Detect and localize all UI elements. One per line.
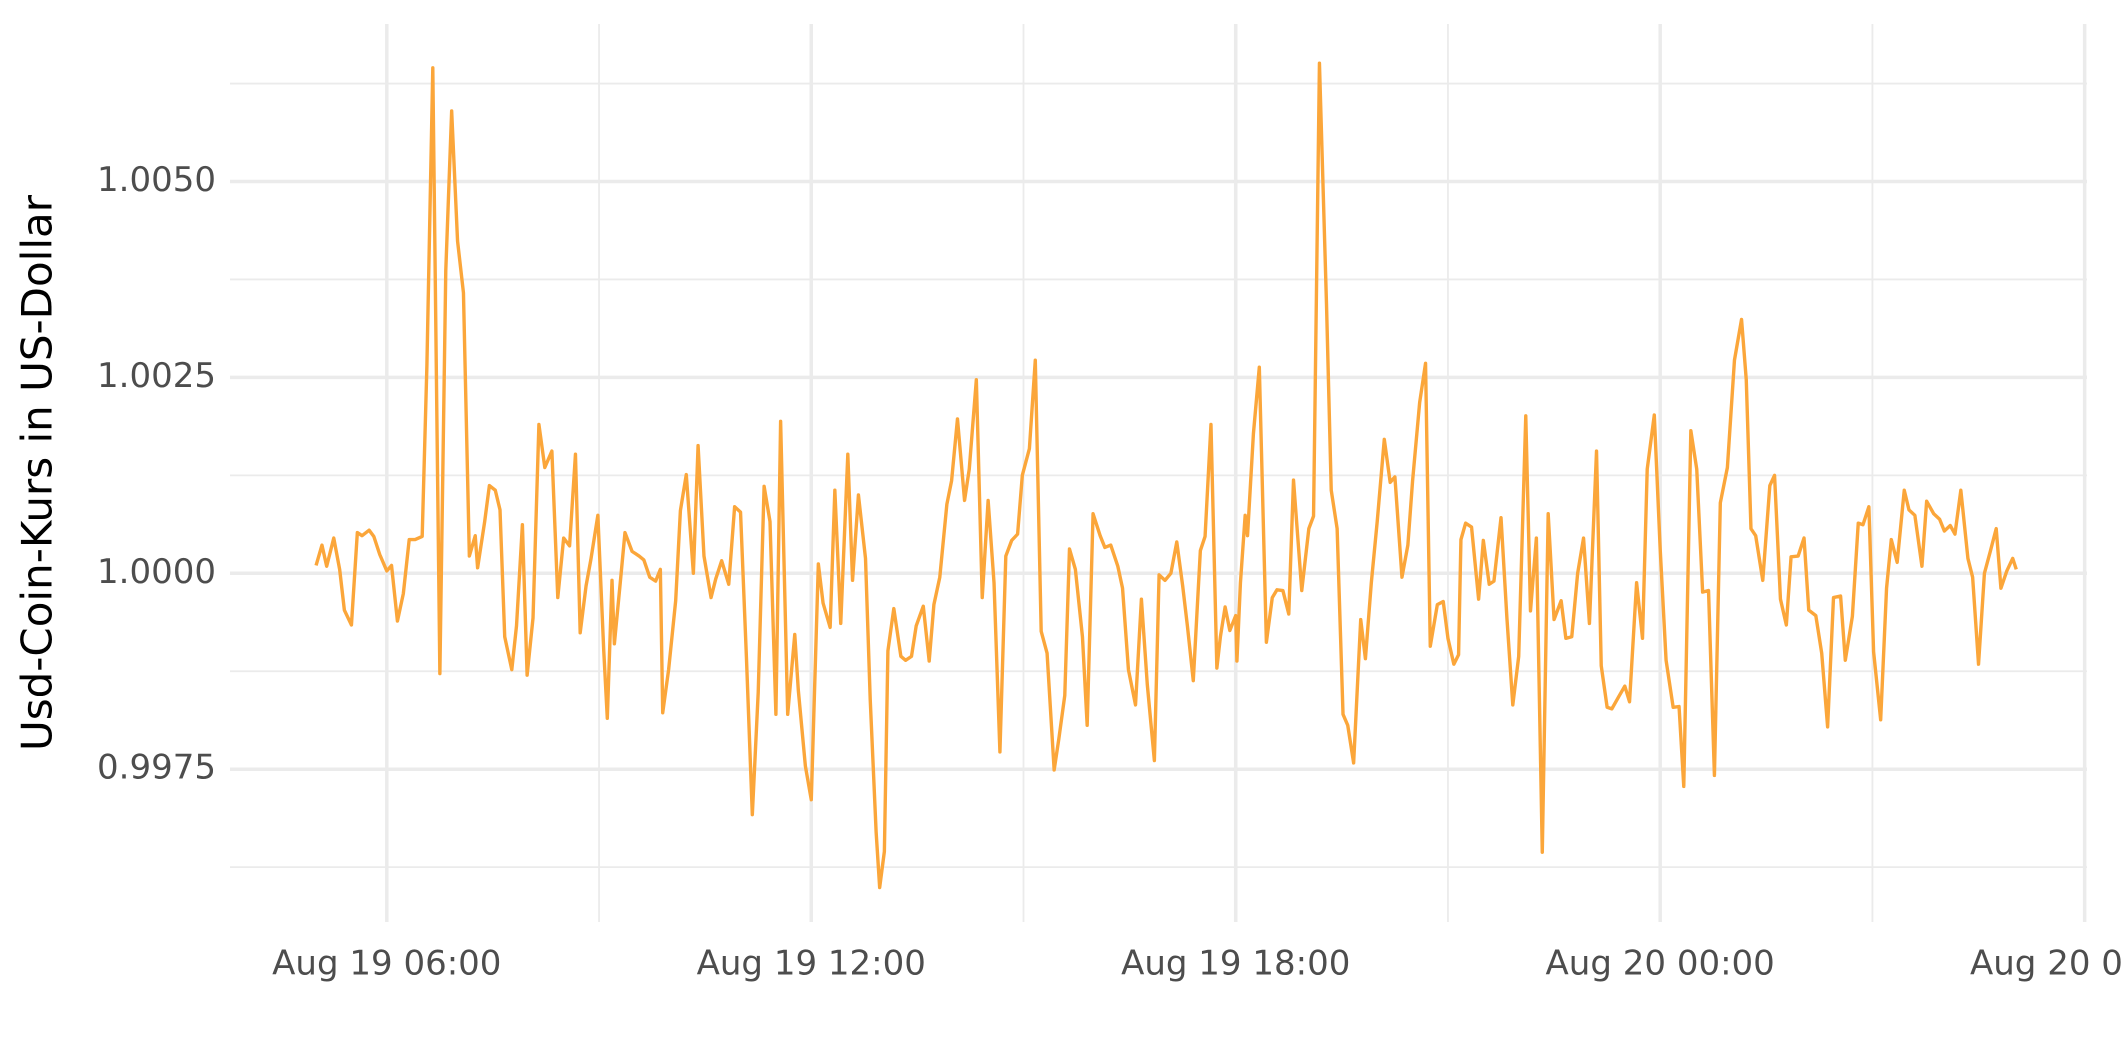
x-tick-label: Aug 19 06:00: [272, 944, 501, 984]
x-tick-label: Aug 20 06:00: [1970, 944, 2125, 984]
line: [314, 61, 2018, 890]
y-axis-title: Usd-Coin-Kurs in US-Dollar: [13, 194, 62, 751]
y-tick-label: 1.0025: [97, 356, 216, 396]
x-tick-label: Aug 19 12:00: [697, 944, 926, 984]
marks: [314, 61, 2018, 890]
x-tick-label: Aug 19 18:00: [1121, 944, 1350, 984]
y-tick-label: 1.0000: [97, 552, 216, 592]
grid: [230, 24, 2087, 922]
y-tick-label: 0.9975: [97, 748, 216, 788]
x-tick-label: Aug 20 00:00: [1546, 944, 1775, 984]
y-tick-label: 1.0050: [97, 160, 216, 200]
